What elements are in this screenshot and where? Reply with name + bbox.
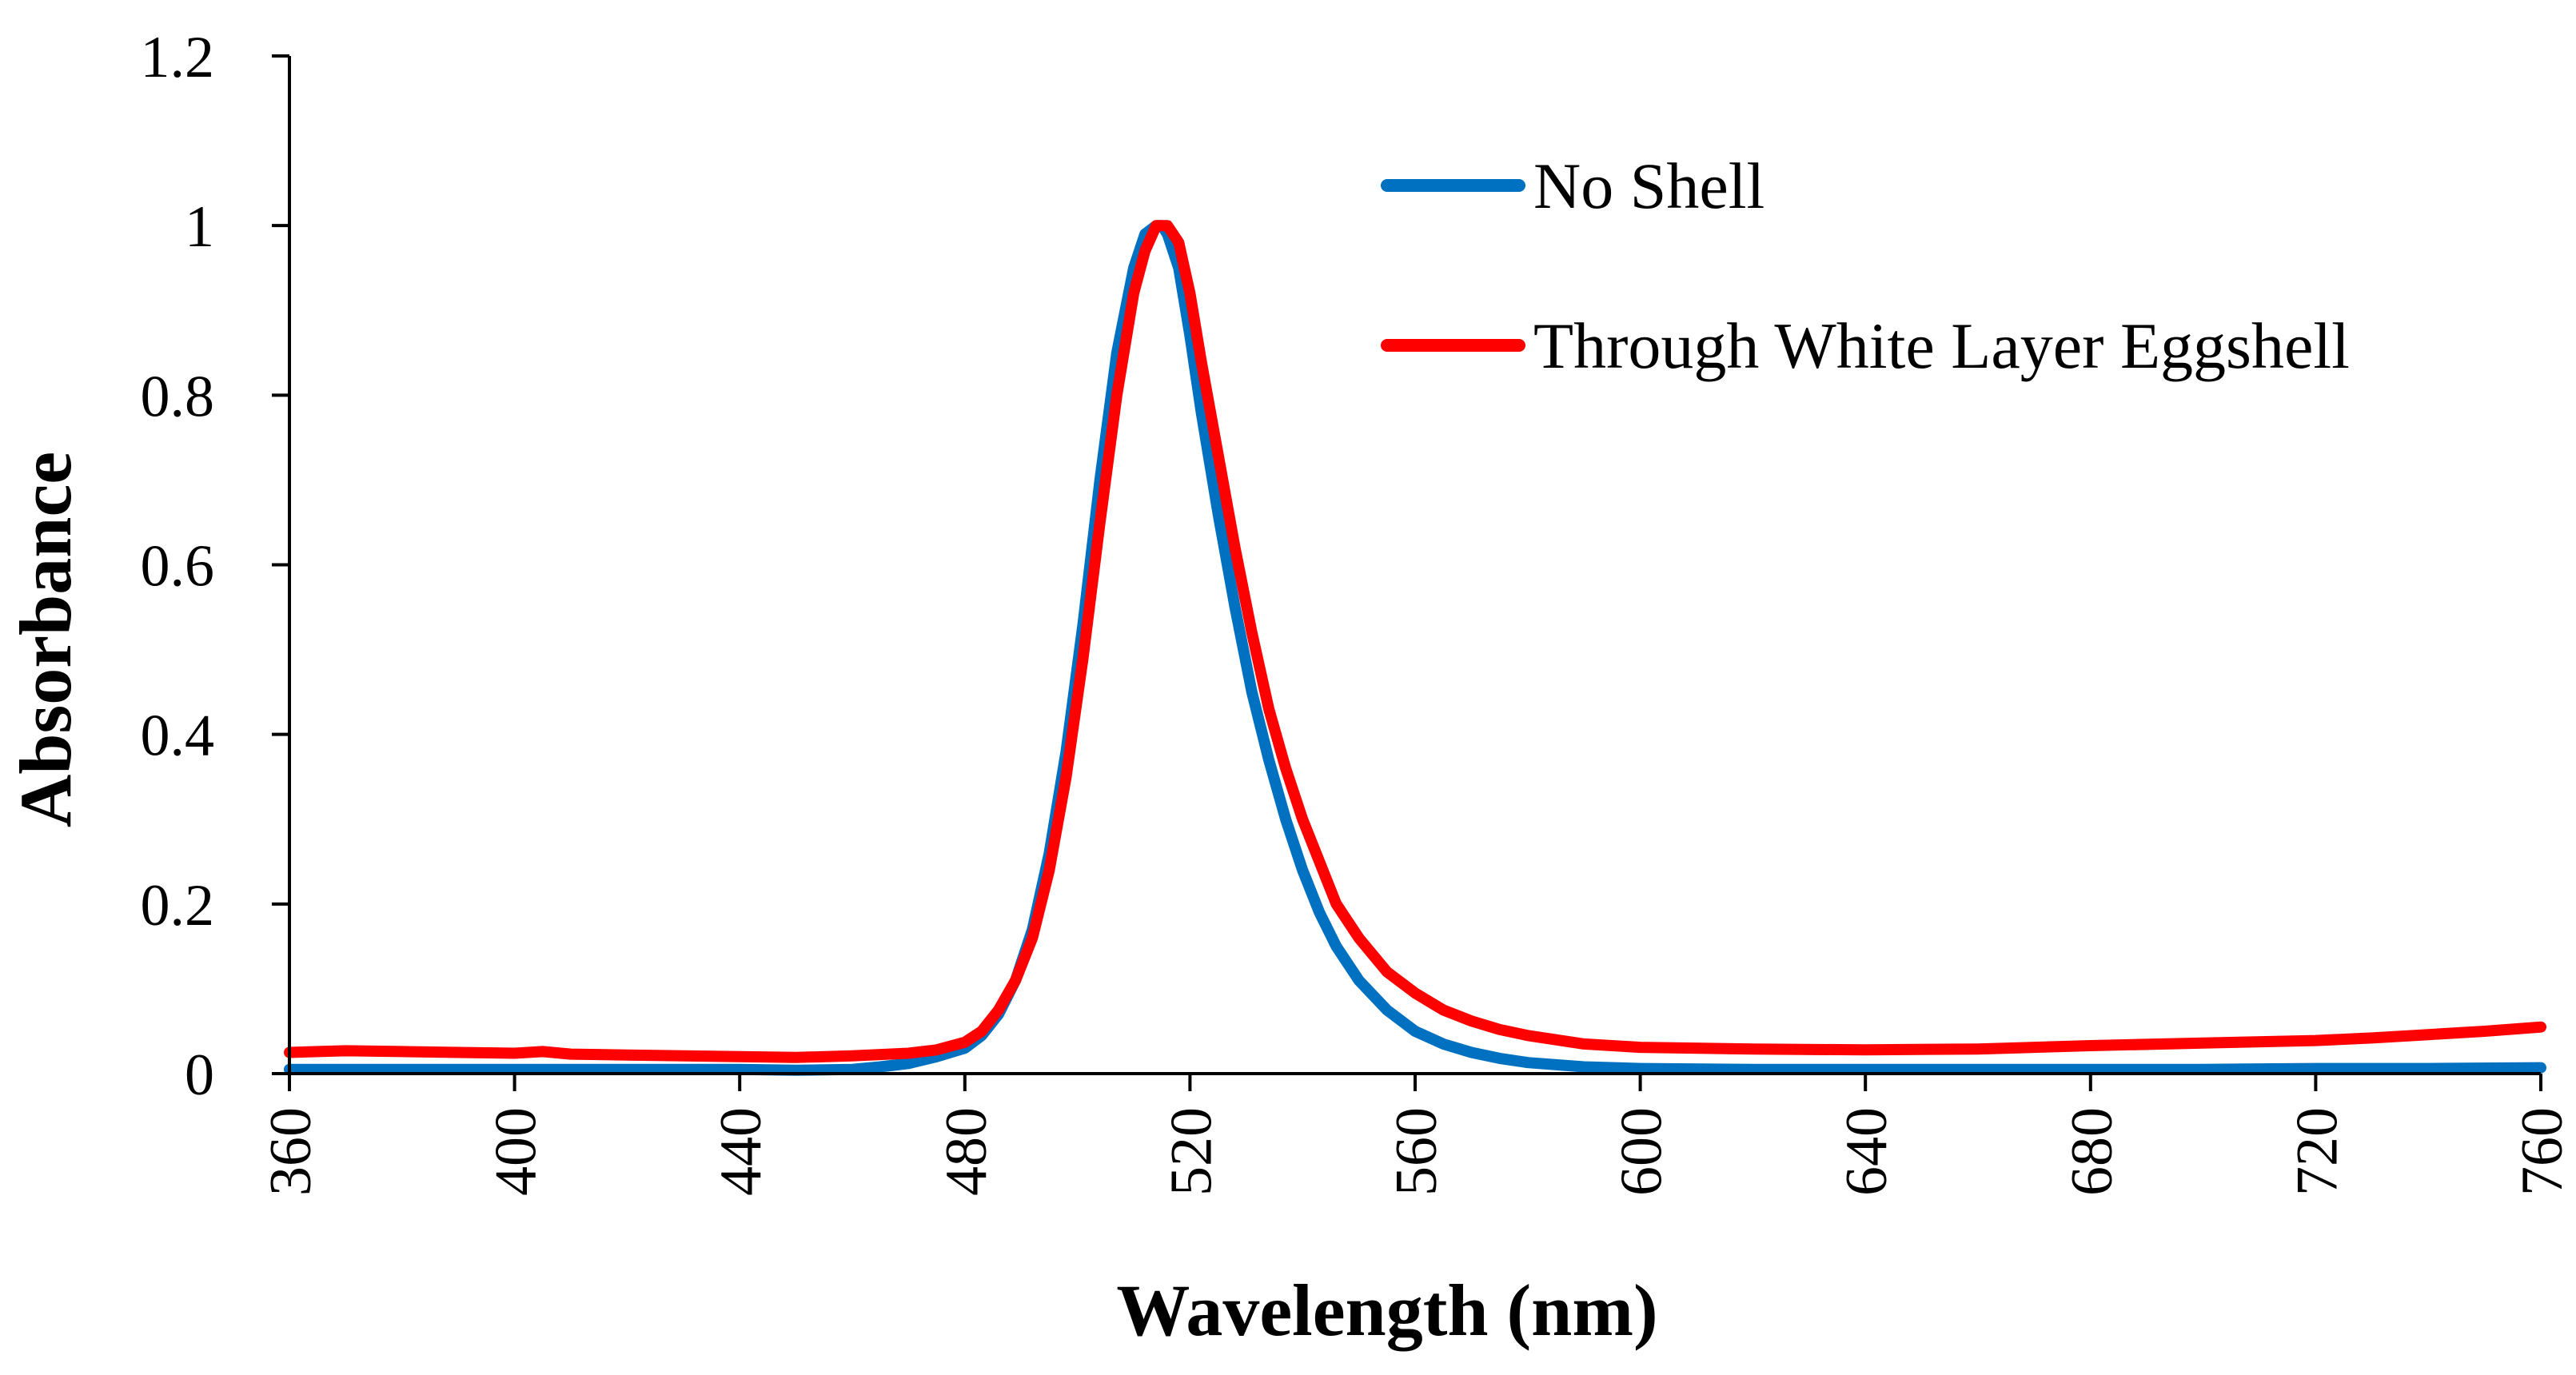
x-tick-label: 400 <box>484 1107 549 1196</box>
series-line-no-shell <box>284 220 2546 1076</box>
x-axis: 360 400 440 480 520 560 600 640 680 720 760 <box>258 1072 2575 1196</box>
y-axis-title: Absorbance <box>5 452 86 827</box>
series-line-white-layer-eggshell <box>284 220 2546 1063</box>
x-tick-label: 600 <box>1609 1107 1675 1196</box>
plot-lines <box>284 220 2546 1076</box>
x-tick-label: 720 <box>2284 1107 2350 1196</box>
x-tick-label: 680 <box>2060 1107 2125 1196</box>
y-tick-label: 0.8 <box>141 364 215 429</box>
y-tick-label: 1.2 <box>141 25 215 90</box>
y-tick-label: 0.2 <box>141 873 215 939</box>
x-tick-label: 760 <box>2510 1107 2575 1196</box>
x-axis-title: Wavelength (nm) <box>1116 1269 1657 1351</box>
y-axis: 0 0.2 0.4 0.6 0.8 1 1.2 <box>141 25 291 1108</box>
x-tick-label: 640 <box>1834 1107 1900 1196</box>
y-tick-label: 0.6 <box>141 534 215 600</box>
legend-label: Through White Layer Eggshell <box>1533 309 2350 382</box>
x-tick-label: 560 <box>1384 1107 1449 1196</box>
x-tick-label: 520 <box>1158 1107 1224 1196</box>
y-tick-label: 0.4 <box>141 703 215 769</box>
legend: No Shell Through White Layer Eggshell <box>1381 149 2350 382</box>
y-tick-label: 1 <box>185 194 214 260</box>
x-tick-label: 480 <box>934 1107 999 1196</box>
x-tick-label: 360 <box>258 1107 324 1196</box>
legend-label: No Shell <box>1533 149 1765 222</box>
x-tick-label: 440 <box>708 1107 774 1196</box>
y-tick-label: 0 <box>185 1042 214 1108</box>
